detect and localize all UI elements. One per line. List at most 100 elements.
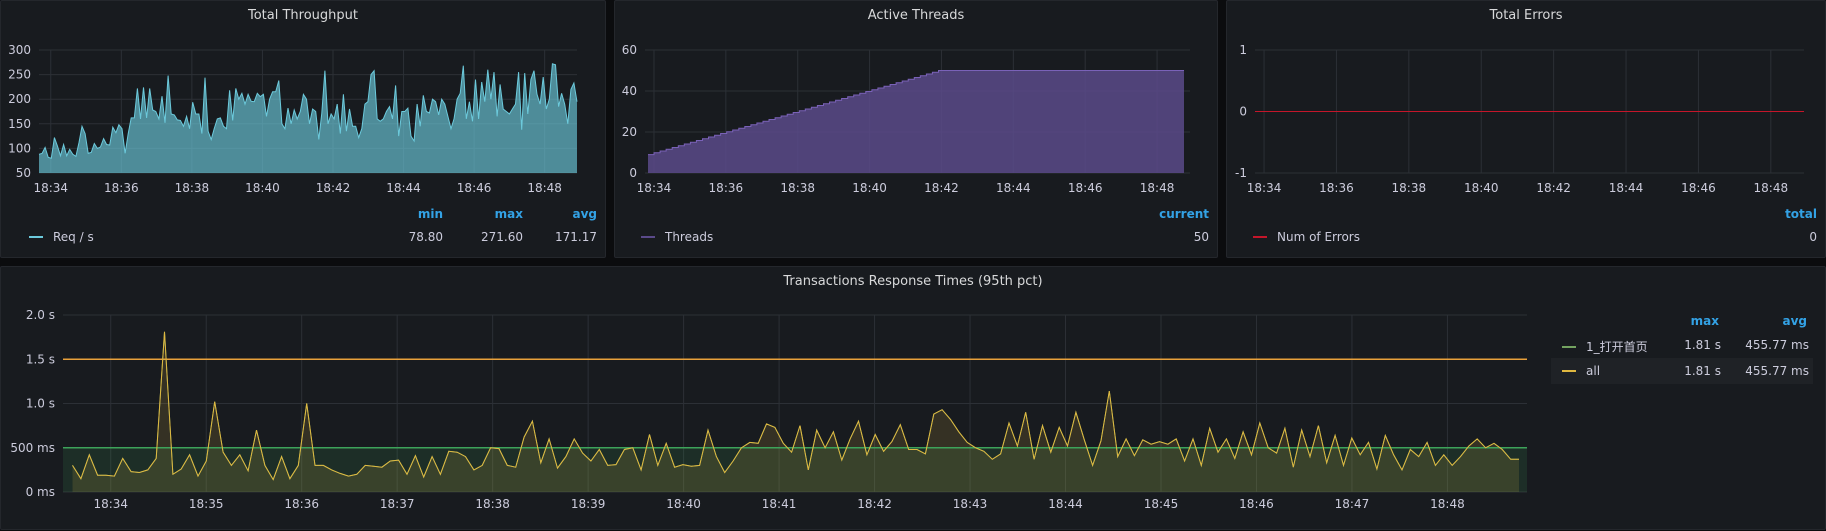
x-tick-label: 18:48	[1754, 181, 1789, 195]
x-tick-label: 18:34	[33, 181, 68, 195]
x-tick-label: 18:40	[1464, 181, 1499, 195]
panel-total-throughput: Total Throughput 50 100 150 200 250 300 18:34 1…	[0, 0, 606, 258]
x-tick-label: 18:39	[571, 497, 606, 511]
y-tick-label: 0	[1239, 105, 1247, 119]
x-tick-label: 18:46	[457, 181, 492, 195]
legend-item-req-s[interactable]: Req / s	[29, 230, 94, 244]
legend-header-total[interactable]: total	[1785, 207, 1817, 221]
throughput-line	[38, 63, 578, 159]
series-swatch	[641, 236, 655, 238]
legend-header-current[interactable]: current	[1159, 207, 1209, 221]
y-tick-label: 20	[622, 125, 637, 139]
legend-item[interactable]: all	[1562, 364, 1600, 378]
x-tick-label: 18:38	[780, 181, 815, 195]
panel-title[interactable]: Transactions Response Times (95th pct)	[783, 274, 1043, 289]
legend-total-value: 0	[1809, 230, 1817, 244]
x-tick-label: 18:38	[175, 181, 210, 195]
legend-current-value: 50	[1193, 230, 1209, 244]
x-tick-label: 18:44	[1609, 181, 1644, 195]
legend-avg-value: 455.77 ms	[1745, 338, 1809, 352]
y-tick-label: 0	[629, 166, 637, 180]
throughput-chart: 50 100 150 200 250 300 18:34 18:36 18:38 18:40 18:…	[8, 43, 578, 195]
threads-chart: 0 20 40 60 18:34 18:36 18:38 18:40 18:42 18:44 18:…	[622, 43, 1190, 195]
x-tick-label: 18:38	[1392, 181, 1427, 195]
x-tick-label: 18:36	[709, 181, 744, 195]
response-times-chart: 0 ms 500 ms 1.0 s 1.5 s 2.0 s 18:34 18:35 18:36…	[10, 308, 1527, 511]
y-tick-label: 0 ms	[26, 485, 55, 499]
y-tick-label: 1.0 s	[26, 397, 55, 411]
legend-min-value: 78.80	[408, 230, 443, 244]
y-tick-label: 50	[16, 166, 31, 180]
x-tick-label: 18:42	[857, 497, 892, 511]
legend-label: 1_打开首页	[1586, 340, 1648, 354]
legend-avg-value: 171.17	[555, 230, 597, 244]
y-tick-label: 1.5 s	[26, 352, 55, 366]
throughput-area	[39, 63, 577, 173]
legend-item[interactable]: 1_打开首页	[1562, 338, 1648, 355]
panel-title[interactable]: Total Errors	[1489, 8, 1563, 23]
panel-title[interactable]: Total Throughput	[247, 8, 358, 23]
y-tick-label: 500 ms	[10, 441, 55, 455]
y-tick-label: 1	[1239, 43, 1247, 57]
legend-row-2[interactable]: all 1.81 s 455.77 ms	[1551, 358, 1813, 384]
x-tick-label: 18:42	[316, 181, 351, 195]
x-tick-label: 18:44	[996, 181, 1031, 195]
panel-title[interactable]: Active Threads	[867, 8, 965, 23]
x-tick-label: 18:37	[380, 497, 415, 511]
x-tick-label: 18:44	[1048, 497, 1083, 511]
legend-header-avg[interactable]: avg	[1782, 314, 1807, 328]
x-tick-label: 18:36	[1319, 181, 1354, 195]
x-tick-label: 18:48	[527, 181, 562, 195]
y-tick-label: 200	[8, 92, 31, 106]
x-tick-label: 18:36	[284, 497, 319, 511]
legend-label: Num of Errors	[1277, 230, 1360, 244]
legend-item-errors[interactable]: Num of Errors	[1253, 230, 1360, 244]
legend-label: Threads	[665, 230, 714, 244]
panel-total-errors: Total Errors -1 0 1 18:34 18:36 18:38 18:40 18:…	[1226, 0, 1826, 258]
series-swatch	[29, 236, 43, 238]
series-swatch	[1253, 236, 1267, 238]
errors-chart: -1 0 1 18:34 18:36 18:38 18:40 18:42 18:44 18:46 1…	[1235, 43, 1804, 195]
x-tick-label: 18:40	[666, 497, 701, 511]
threads-line	[648, 70, 1184, 156]
legend-max-value: 1.81 s	[1684, 364, 1721, 378]
legend-header-avg[interactable]: avg	[572, 207, 597, 221]
x-tick-label: 18:48	[1430, 497, 1465, 511]
y-tick-label: 300	[8, 43, 31, 57]
y-tick-label: 40	[622, 84, 637, 98]
x-tick-label: 18:34	[93, 497, 128, 511]
legend-max-value: 271.60	[481, 230, 523, 244]
y-tick-label: 60	[622, 43, 637, 57]
x-tick-label: 18:35	[189, 497, 224, 511]
x-tick-label: 18:36	[104, 181, 139, 195]
legend-header-max[interactable]: max	[1690, 314, 1719, 328]
x-tick-label: 18:46	[1681, 181, 1716, 195]
legend-header-max[interactable]: max	[494, 207, 523, 221]
x-tick-label: 18:42	[1536, 181, 1571, 195]
x-tick-label: 18:47	[1335, 497, 1370, 511]
response-area	[72, 331, 1520, 492]
legend-header-min[interactable]: min	[417, 207, 443, 221]
panel-response-times: Transactions Response Times (95th pct) 0…	[0, 266, 1826, 530]
legend-item-threads[interactable]: Threads	[641, 230, 713, 244]
x-tick-label: 18:45	[1144, 497, 1179, 511]
x-tick-label: 18:40	[245, 181, 280, 195]
threshold-low-band	[63, 447, 1527, 492]
series-line-all	[72, 331, 1519, 481]
legend-row-1[interactable]: 1_打开首页 1.81 s 455.77 ms	[1551, 332, 1813, 358]
y-tick-label: 150	[8, 117, 31, 131]
series-swatch	[1562, 370, 1576, 372]
series-swatch	[1562, 345, 1576, 348]
x-tick-label: 18:34	[1247, 181, 1282, 195]
y-tick-label: 250	[8, 68, 31, 82]
x-tick-label: 18:46	[1239, 497, 1274, 511]
panel-active-threads: Active Threads 0 20 40 60 18:34 18:36 18:38 18:…	[614, 0, 1218, 258]
y-tick-label: -1	[1235, 166, 1247, 180]
x-tick-label: 18:48	[1140, 181, 1175, 195]
legend-avg-value: 455.77 ms	[1745, 364, 1809, 378]
y-tick-label: 2.0 s	[26, 308, 55, 322]
x-tick-label: 18:34	[637, 181, 672, 195]
x-tick-label: 18:41	[762, 497, 797, 511]
legend-label: Req / s	[53, 230, 94, 244]
legend-max-value: 1.81 s	[1684, 338, 1721, 352]
